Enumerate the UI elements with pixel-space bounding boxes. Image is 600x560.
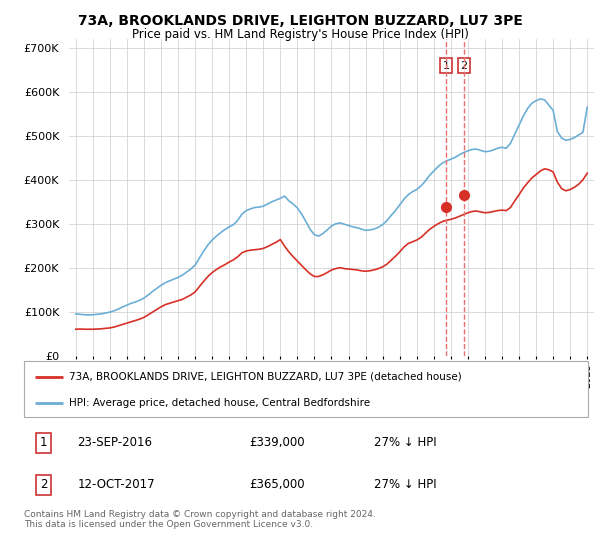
Text: Price paid vs. HM Land Registry's House Price Index (HPI): Price paid vs. HM Land Registry's House …	[131, 28, 469, 41]
Text: 1: 1	[40, 436, 47, 450]
Text: 73A, BROOKLANDS DRIVE, LEIGHTON BUZZARD, LU7 3PE (detached house): 73A, BROOKLANDS DRIVE, LEIGHTON BUZZARD,…	[69, 372, 462, 382]
FancyBboxPatch shape	[24, 361, 588, 417]
Text: £365,000: £365,000	[250, 478, 305, 492]
Text: 27% ↓ HPI: 27% ↓ HPI	[374, 436, 436, 450]
Text: 12-OCT-2017: 12-OCT-2017	[77, 478, 155, 492]
Text: Contains HM Land Registry data © Crown copyright and database right 2024.
This d: Contains HM Land Registry data © Crown c…	[24, 510, 376, 529]
Text: 23-SEP-2016: 23-SEP-2016	[77, 436, 152, 450]
Text: 2: 2	[461, 60, 467, 71]
Text: 73A, BROOKLANDS DRIVE, LEIGHTON BUZZARD, LU7 3PE: 73A, BROOKLANDS DRIVE, LEIGHTON BUZZARD,…	[77, 14, 523, 28]
Text: 2: 2	[40, 478, 47, 492]
Text: HPI: Average price, detached house, Central Bedfordshire: HPI: Average price, detached house, Cent…	[69, 398, 370, 408]
Text: 1: 1	[443, 60, 449, 71]
Text: £339,000: £339,000	[250, 436, 305, 450]
Text: 27% ↓ HPI: 27% ↓ HPI	[374, 478, 436, 492]
